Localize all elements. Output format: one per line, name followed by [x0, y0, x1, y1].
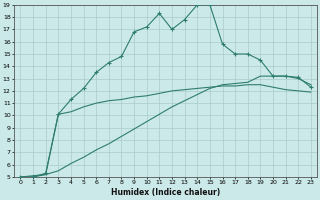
X-axis label: Humidex (Indice chaleur): Humidex (Indice chaleur) [111, 188, 220, 197]
